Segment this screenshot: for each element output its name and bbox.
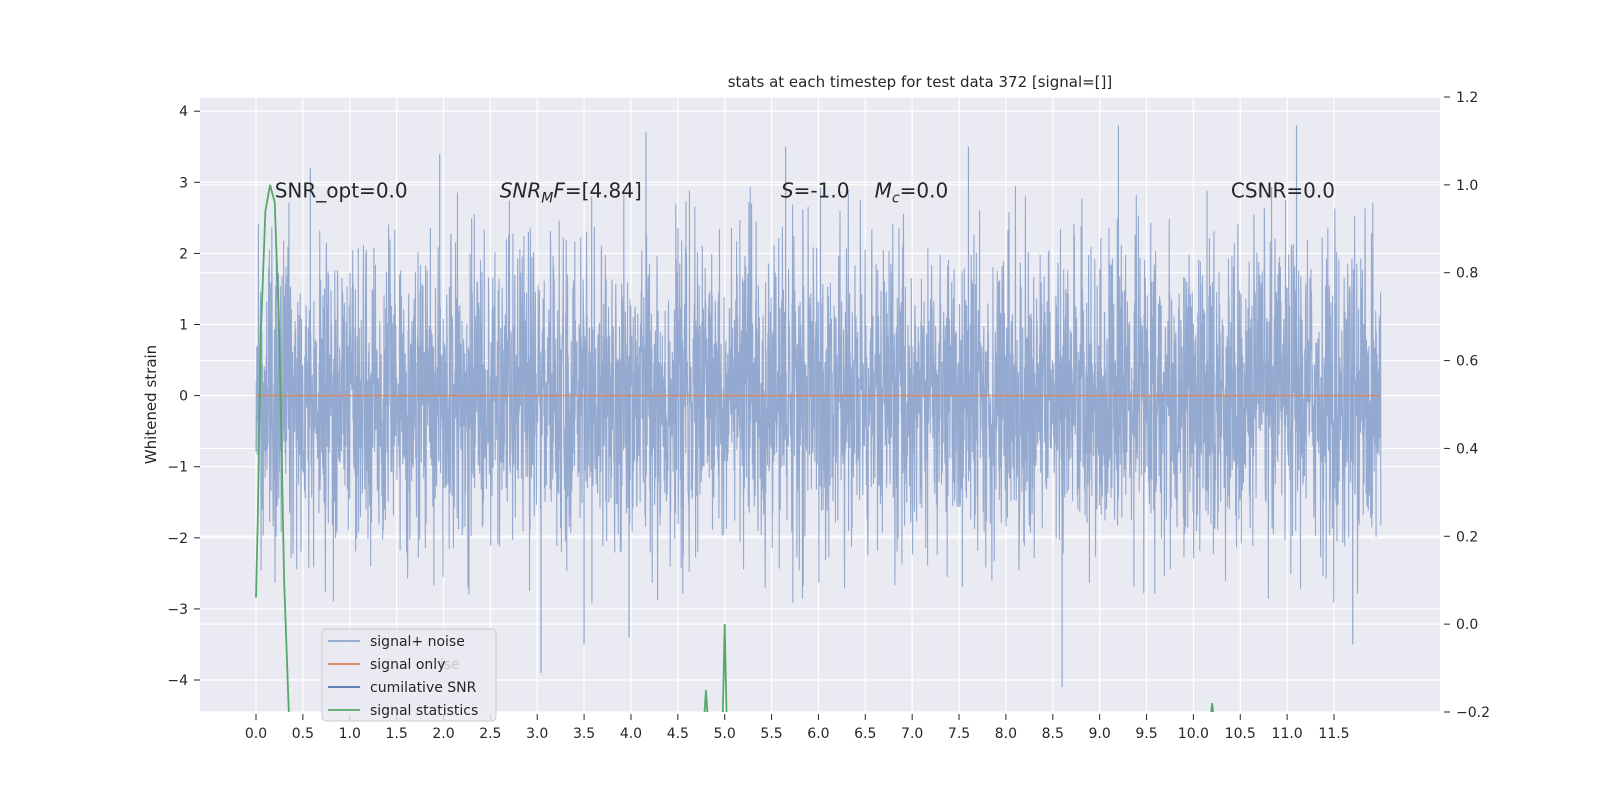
x-tick-label: 4.5	[667, 726, 689, 742]
legend-box	[321, 628, 497, 722]
annotation-part: =[4.84]	[565, 178, 642, 202]
y-right-tick-label: −0.2	[1456, 705, 1490, 721]
annotation-part: =0.0	[900, 178, 949, 202]
annotation-text: CSNR=0.0	[1231, 178, 1335, 202]
x-tick-label: 2.5	[479, 726, 501, 742]
y-tick-label: 2	[179, 246, 188, 262]
signal-statistics-blip	[1210, 703, 1214, 712]
signal-statistics-blip	[722, 624, 728, 712]
signal-statistics-blip	[703, 689, 709, 712]
y-right-tick-label: 1.2	[1456, 90, 1478, 106]
y-tick-label: 1	[179, 318, 188, 334]
y-right-tick-label: 0.2	[1456, 529, 1478, 545]
x-tick-label: 8.0	[995, 726, 1017, 742]
x-tick-label: 5.5	[760, 726, 782, 742]
x-tick-label: 6.0	[807, 726, 829, 742]
chart-title: stats at each timestep for test data 372…	[728, 73, 1113, 91]
annotation-part: =-1.0	[794, 178, 850, 202]
y-right-tick-label: 0.0	[1456, 617, 1478, 633]
series-signal-statistics	[255, 184, 1214, 712]
annotation-text: SNR_opt=0.0	[275, 178, 408, 202]
y-tick-label: −1	[167, 460, 188, 476]
y-right-tick-label: 0.8	[1456, 266, 1478, 282]
annotation-part: M	[541, 190, 553, 206]
legend-ghost-text: ise	[440, 657, 460, 673]
y-right-tick-label: 1.0	[1456, 178, 1478, 194]
series-signal-noise	[255, 125, 1382, 688]
x-tick-label: 3.0	[526, 726, 548, 742]
y-tick-label: −4	[167, 673, 188, 689]
x-tick-label: 5.0	[714, 726, 736, 742]
x-tick-label: 6.5	[854, 726, 876, 742]
y-tick-label: −2	[167, 531, 188, 547]
right-axis: 1.2 1.0 0.8 0.6 0.4 0.2 0.0 −0.2	[1444, 90, 1490, 721]
annotation-part: c	[892, 190, 900, 206]
x-tick-label: 11.5	[1318, 726, 1349, 742]
legend: ise signal+ noise signal only cumilative SN…	[321, 628, 497, 722]
x-tick-label: 8.5	[1042, 726, 1064, 742]
x-tick-label: 10.0	[1178, 726, 1209, 742]
annotation-part: F	[553, 178, 565, 202]
annotation-text: Mc=0.0	[875, 178, 949, 206]
y-tick-label: 3	[179, 175, 188, 191]
x-tick-label: 9.5	[1135, 726, 1157, 742]
annotation-part: M	[875, 178, 892, 202]
legend-label: signal statistics	[370, 703, 478, 719]
x-tick-label: 7.5	[948, 726, 970, 742]
annotation-part: S	[781, 178, 794, 202]
x-tick-label: 9.0	[1089, 726, 1111, 742]
x-axis: 0.0 0.5 1.0 1.5 2.0 2.5 3.0 3.5 4.0 4.5 5.0 5.5 6.0 6…	[245, 714, 1350, 742]
x-tick-label: 0.0	[245, 726, 267, 742]
y-tick-label: 0	[179, 389, 188, 405]
y-tick-label: 4	[179, 104, 188, 120]
x-tick-label: 2.0	[432, 726, 454, 742]
legend-label: signal+ noise	[370, 634, 465, 650]
annotation-text: S=-1.0	[781, 178, 849, 202]
annotation-part: SNR	[500, 178, 542, 202]
legend-label: cumilative SNR	[370, 680, 477, 696]
y-right-tick-label: 0.6	[1456, 354, 1478, 370]
signal-noise-line	[255, 186, 1382, 604]
y-tick-label: −3	[167, 602, 188, 618]
annotations: SNR_opt=0.0 SNRMF=[4.84] S=-1.0 Mc=0.0 CSNR=…	[275, 178, 1335, 206]
y-axis-label: Whitened strain	[142, 345, 160, 464]
x-tick-label: 4.0	[620, 726, 642, 742]
x-tick-label: 0.5	[292, 726, 314, 742]
annotation-part: CSNR=0.0	[1231, 178, 1335, 202]
legend-label: signal only	[370, 657, 445, 673]
left-axis: 4 3 2 1 0 −1 −2 −3 −4	[167, 104, 200, 689]
x-tick-label: 1.5	[385, 726, 407, 742]
x-tick-label: 7.0	[901, 726, 923, 742]
signal-statistics-line	[255, 184, 290, 712]
annotation-text: SNRMF=[4.84]	[500, 178, 642, 206]
x-tick-label: 10.5	[1225, 726, 1256, 742]
x-tick-label: 1.0	[339, 726, 361, 742]
x-tick-label: 3.5	[573, 726, 595, 742]
annotation-part: SNR_opt=0.0	[275, 178, 408, 202]
x-tick-label: 11.0	[1272, 726, 1303, 742]
y-right-tick-label: 0.4	[1456, 441, 1478, 457]
